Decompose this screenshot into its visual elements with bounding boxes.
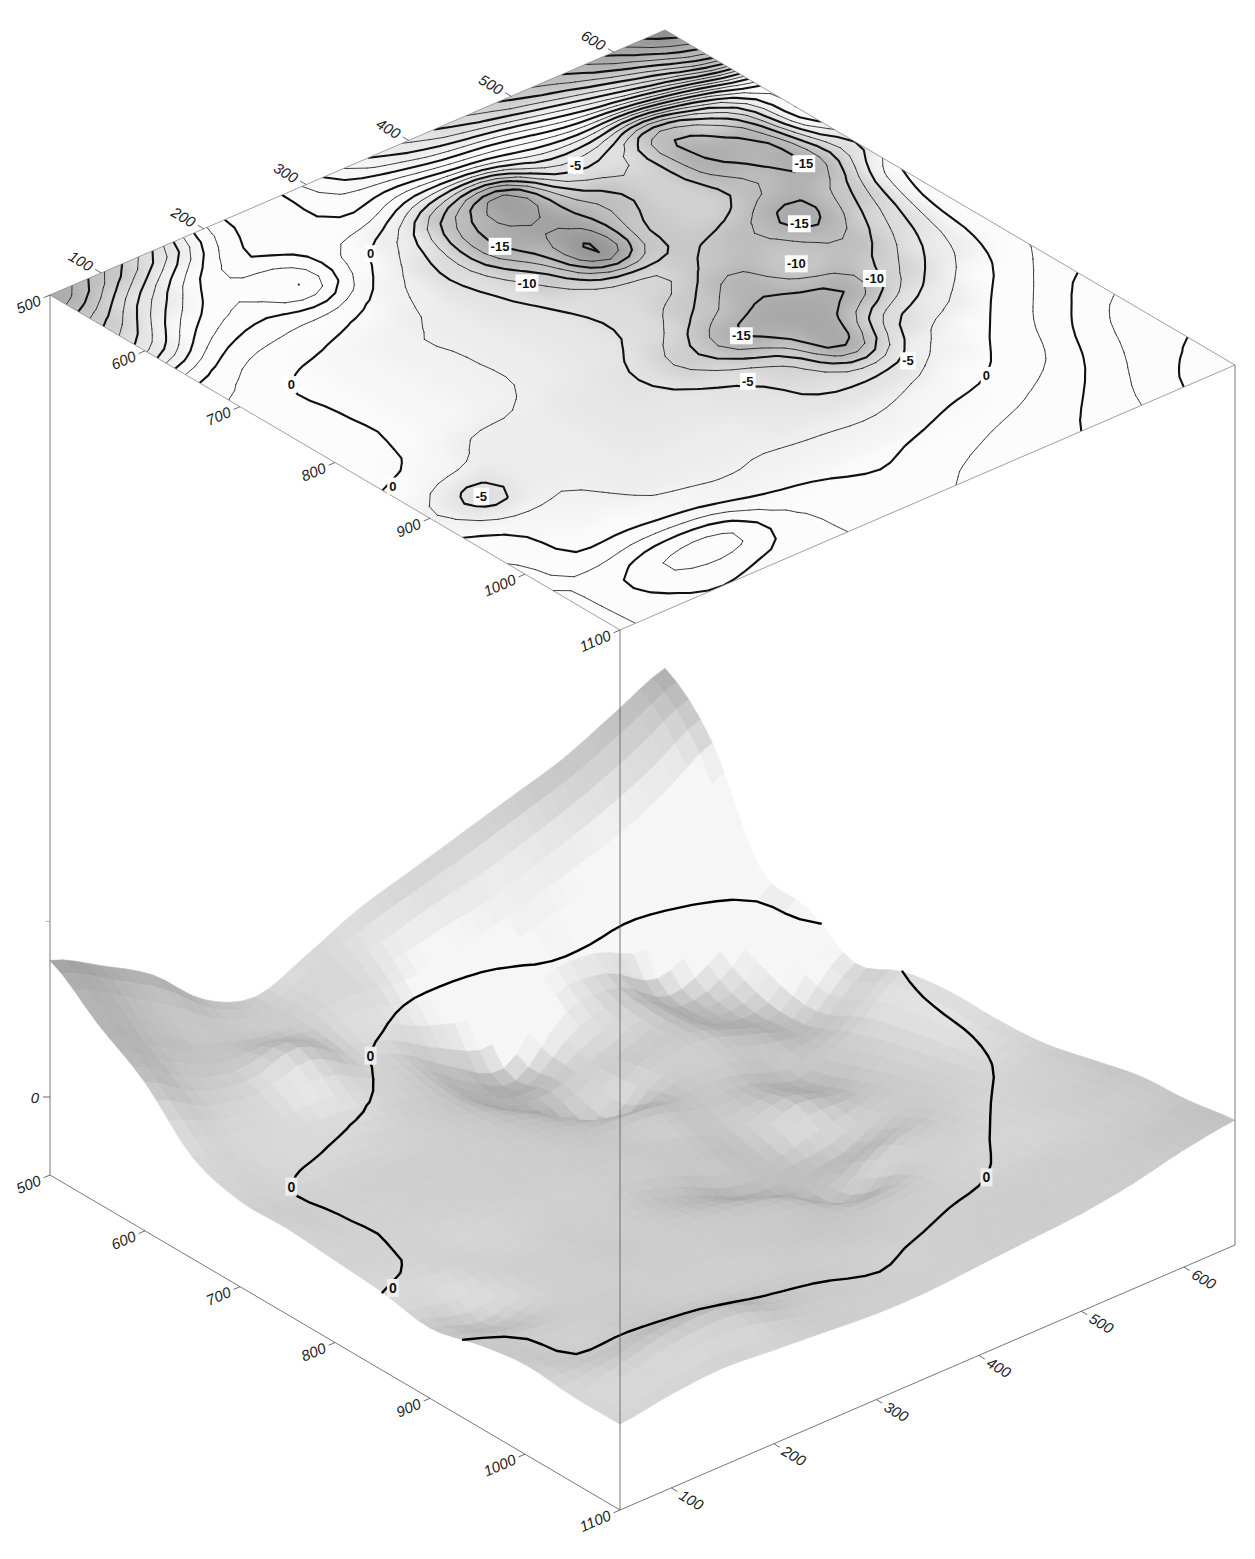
- contour-line: [175, 79, 1187, 387]
- contour-lines: [50, 37, 1188, 623]
- surface-facet: [169, 1120, 194, 1141]
- contour-label: -15: [732, 328, 751, 343]
- contour-line: [66, 54, 705, 305]
- contour-label: -5: [742, 374, 754, 389]
- label-patch: [568, 157, 584, 174]
- contour-line: [291, 98, 994, 552]
- contour-line: [456, 125, 866, 356]
- label-patch: [489, 238, 512, 255]
- contour-map: [1, 5, 1255, 655]
- surface-facet: [86, 1007, 111, 1024]
- contour-label: -10: [787, 256, 806, 271]
- contour-line: [427, 113, 901, 373]
- contour-line: [78, 58, 712, 312]
- contour-line: [186, 82, 1142, 570]
- contour-line: [50, 49, 698, 295]
- label-patch: [365, 245, 376, 262]
- label-patch: [387, 478, 398, 495]
- contour-label: -10: [865, 271, 884, 286]
- contour-label: -5: [570, 158, 582, 173]
- contour-labels: -15 -15 -15 -15 -10 -10 -10 -5 -5 -5 -5 0 0 0 0: [286, 155, 992, 505]
- contour-line: [119, 67, 727, 336]
- surface-facet: [157, 1101, 182, 1121]
- label-patch: [788, 215, 811, 232]
- label-patch: [863, 270, 886, 287]
- contour-label: -15: [790, 216, 809, 231]
- contour-label: -10: [518, 276, 537, 291]
- map-shading: [1, 5, 1255, 655]
- contour-label: -15: [491, 239, 510, 254]
- contour-line: [104, 64, 723, 327]
- label-patch: [740, 373, 756, 390]
- label-patch: [516, 275, 539, 292]
- surface-facet: [133, 1067, 158, 1083]
- label-patch: [785, 255, 808, 272]
- label-patch: [792, 155, 815, 172]
- contour-line: [645, 37, 678, 39]
- map-cell: [1186, 340, 1255, 390]
- label-patch: [286, 376, 297, 393]
- contour-line: [200, 86, 1086, 594]
- surface-facet: [145, 1083, 170, 1101]
- surface-facet: [98, 1024, 123, 1039]
- contour-label: 0: [983, 368, 990, 383]
- contour-line: [135, 69, 732, 345]
- contour-line: [470, 136, 849, 348]
- contour-line: [166, 76, 744, 363]
- surface-facet: [50, 960, 75, 974]
- surface-facet: [62, 973, 87, 990]
- contour-label: 0: [389, 479, 396, 494]
- contour-line: [229, 93, 1046, 624]
- contour-label: 0: [367, 246, 374, 261]
- contour-line: [90, 61, 718, 319]
- label-patch: [474, 488, 490, 505]
- contour-line: [147, 71, 735, 352]
- surface-facet: [121, 1052, 146, 1067]
- label-patch: [981, 367, 992, 384]
- contour-label: -5: [476, 489, 488, 504]
- contour-label: -15: [794, 156, 813, 171]
- map-frame: [50, 30, 1235, 630]
- contour-line: [157, 74, 739, 358]
- surface-facet: [181, 1138, 206, 1157]
- chart: -15-15-15-15-10-10-10-5-5-5-500000000500…: [0, 0, 1255, 1559]
- contour-line: [583, 243, 599, 252]
- surface: [50, 668, 1235, 1424]
- surface-facet: [109, 1038, 134, 1053]
- label-patch: [730, 327, 753, 344]
- contour-label: -5: [902, 353, 914, 368]
- contour-label: 0: [288, 377, 295, 392]
- contour-line: [626, 44, 690, 47]
- label-patch: [900, 352, 916, 369]
- surface-facet: [74, 990, 99, 1008]
- contour-line: [397, 102, 956, 520]
